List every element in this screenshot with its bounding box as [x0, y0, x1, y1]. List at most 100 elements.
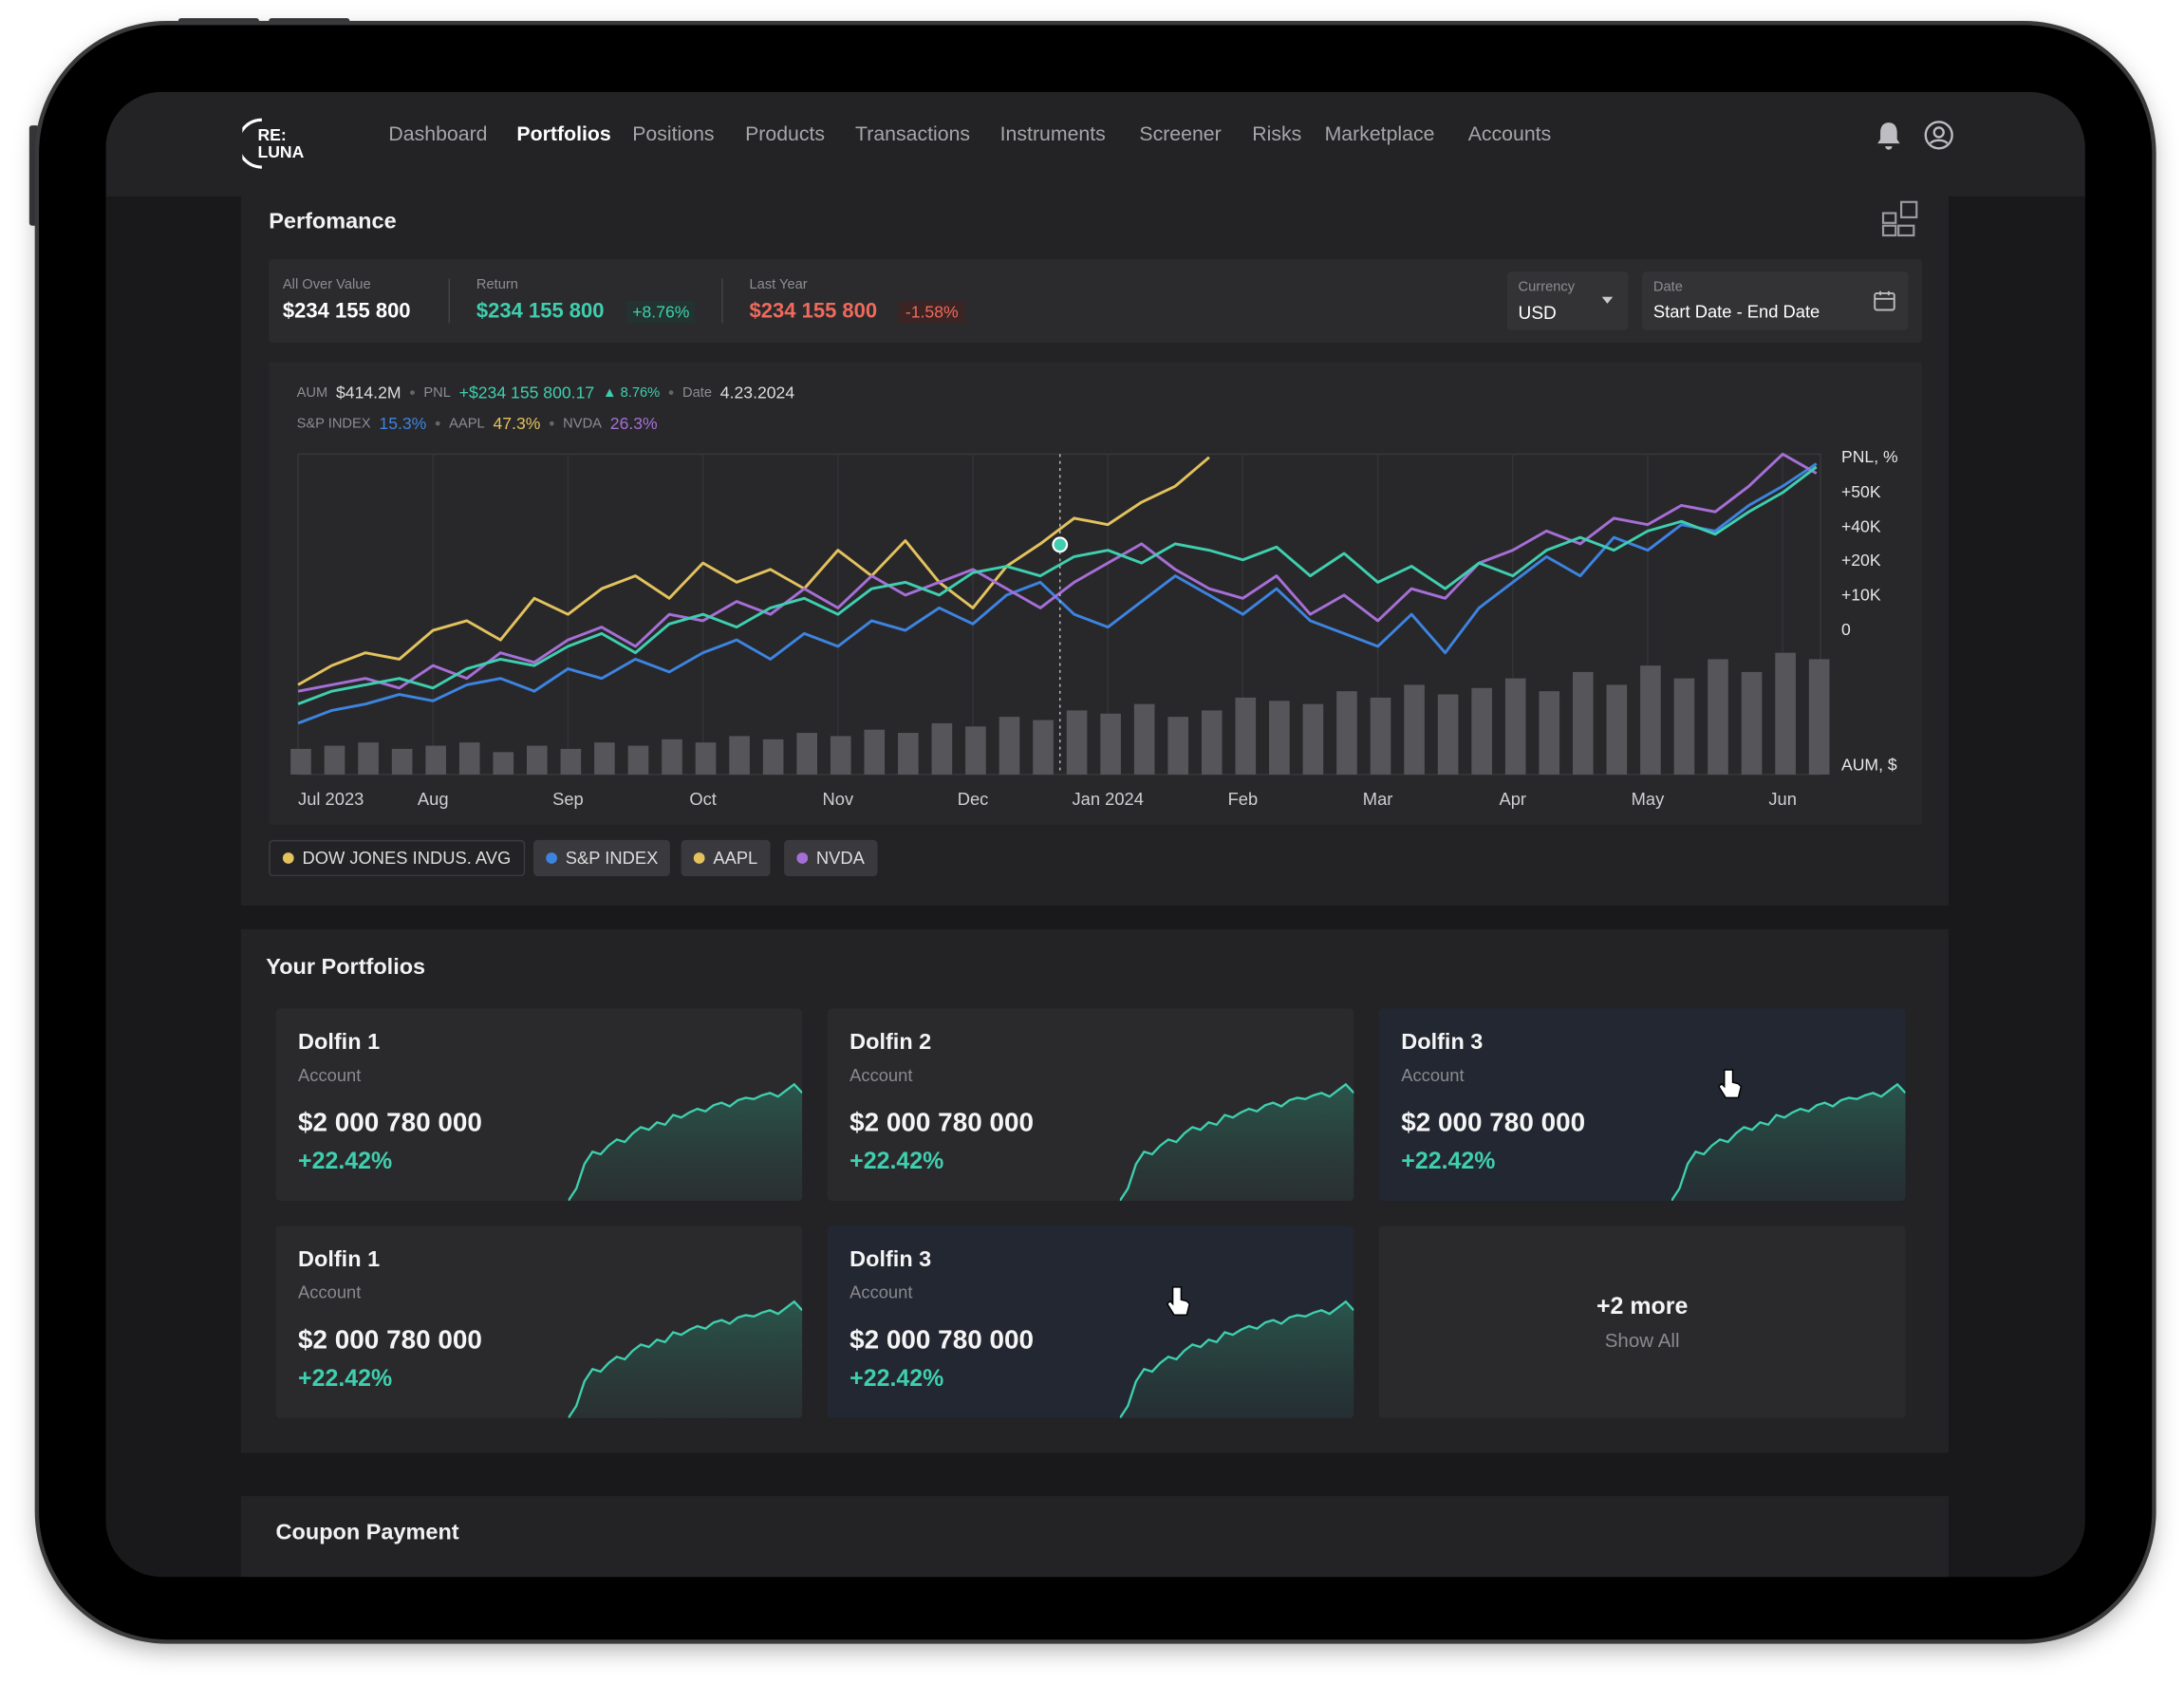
x-tick-label: Sep	[552, 789, 584, 809]
bell-icon[interactable]	[1875, 120, 1902, 150]
aum-bar	[1066, 710, 1088, 775]
stat-value: $234 155 800	[749, 299, 878, 324]
select-value: USD	[1518, 302, 1557, 324]
user-icon[interactable]	[1924, 120, 1954, 150]
date-picker[interactable]: Date Start Date - End Date	[1642, 271, 1909, 330]
logo: RE: LUNA	[242, 118, 305, 169]
x-tick-label: Jul 2023	[298, 789, 364, 809]
info-label: AUM	[296, 384, 328, 401]
info-value: $414.2M	[336, 383, 401, 403]
card-value: $2 000 780 000	[1401, 1109, 1586, 1138]
legend-label: NVDA	[815, 848, 865, 869]
aum-bar	[391, 748, 413, 775]
dot: •	[409, 383, 416, 403]
nav-item[interactable]: Positions	[632, 123, 715, 147]
aum-bar	[425, 745, 446, 775]
sparkline-area	[568, 1084, 803, 1201]
sparkline	[568, 1300, 803, 1418]
index-value: 47.3%	[493, 413, 541, 434]
axis-label: +40K	[1841, 517, 1881, 536]
currency-select[interactable]: Currency USD	[1506, 271, 1629, 330]
logo-arc	[242, 118, 262, 169]
portfolio-card[interactable]: Dolfin 2 Account $2 000 780 000 +22.42%	[827, 1008, 1354, 1201]
legend-chip[interactable]: NVDA	[784, 839, 878, 877]
sparkline-area	[1671, 1084, 1906, 1201]
aum-bar	[830, 736, 851, 775]
aum-bar	[560, 748, 582, 775]
layout-icon[interactable]	[1881, 200, 1918, 237]
card-name: Dolfin 2	[849, 1030, 932, 1055]
show-all[interactable]: Show All	[1604, 1328, 1680, 1352]
aum-bar	[1808, 659, 1830, 775]
legend-chip[interactable]: AAPL	[681, 839, 771, 877]
card-sub: Account	[849, 1282, 913, 1303]
axis-label: +10K	[1841, 585, 1881, 604]
stat-label: Return	[476, 277, 518, 293]
series-line	[297, 452, 1818, 693]
nav-item[interactable]: Instruments	[999, 123, 1106, 147]
nav-item[interactable]: Dashboard	[388, 123, 488, 147]
legend-dot	[282, 852, 294, 864]
nav-item[interactable]: Products	[745, 123, 826, 147]
nav-item[interactable]: Screener	[1139, 123, 1222, 147]
aum-bar	[290, 748, 311, 775]
aum-bar	[493, 752, 514, 775]
stat-label: Last Year	[749, 277, 808, 293]
x-tick-label: Oct	[689, 789, 717, 809]
portfolio-card[interactable]: Dolfin 1 Account $2 000 780 000 +22.42%	[275, 1008, 803, 1201]
more-count: +2 more	[1596, 1292, 1689, 1319]
portfolio-card[interactable]: Dolfin 3 Account $2 000 780 000 +22.42%	[827, 1226, 1354, 1418]
aum-bar	[931, 722, 953, 775]
more-card[interactable]: +2 more Show All	[1378, 1226, 1906, 1418]
sparkline	[1671, 1082, 1906, 1201]
legend-label: AAPL	[713, 848, 758, 869]
x-tick-label: Apr	[1500, 789, 1527, 809]
aum-bar	[762, 739, 784, 775]
axis-label: 0	[1841, 620, 1851, 639]
card-sub: Account	[298, 1282, 362, 1303]
info-change: ▲ 8.76%	[602, 384, 661, 401]
nav-item[interactable]: Portfolios	[516, 123, 611, 147]
portfolio-card[interactable]: Dolfin 1 Account $2 000 780 000 +22.42%	[275, 1226, 803, 1418]
legend-chip[interactable]: DOW JONES INDUS. AVG	[269, 839, 525, 877]
aum-bar	[1437, 694, 1459, 775]
info-change-value: 8.76%	[620, 384, 661, 401]
portfolio-card[interactable]: Dolfin 3 Account $2 000 780 000 +22.42%	[1378, 1008, 1906, 1201]
card-sub: Account	[1401, 1065, 1465, 1086]
nav-item[interactable]: Accounts	[1467, 123, 1552, 147]
index-info: S&P INDEX 15.3% • AAPL 47.3% • NVDA 26.3…	[297, 414, 658, 434]
aum-bar	[1673, 678, 1695, 775]
card-change: +22.42%	[849, 1365, 944, 1393]
aum-bar	[1201, 710, 1223, 775]
aum-bar	[898, 733, 919, 775]
index-name: S&P INDEX	[296, 416, 371, 432]
axis-label: +50K	[1841, 482, 1881, 501]
info-value: +$234 155 800.17	[458, 383, 595, 403]
aum-bar	[1741, 671, 1763, 775]
series-line	[297, 462, 1818, 725]
dot: •	[549, 413, 555, 434]
legend-chip[interactable]: S&P INDEX	[533, 839, 671, 877]
x-tick-label: Nov	[823, 789, 854, 809]
card-change: +22.42%	[849, 1148, 944, 1175]
section-title: Perfomance	[269, 210, 397, 234]
sparkline-line	[568, 1300, 803, 1418]
select-label: Date	[1652, 279, 1683, 296]
aum-bar	[324, 745, 345, 775]
card-change: +22.42%	[298, 1148, 393, 1175]
aum-bar	[1404, 684, 1425, 775]
card-name: Dolfin 1	[298, 1030, 381, 1055]
aum-bar	[662, 739, 682, 775]
aum-bar	[1235, 697, 1257, 775]
nav-item[interactable]: Transactions	[855, 123, 971, 147]
sparkline	[1119, 1082, 1354, 1201]
x-tick-label: Aug	[418, 789, 449, 809]
nav-item[interactable]: Risks	[1252, 123, 1302, 147]
index-value: 15.3%	[379, 413, 427, 434]
coupon-panel	[240, 1496, 1949, 1578]
index-name: NVDA	[563, 416, 602, 432]
crosshair-dot	[1052, 536, 1069, 553]
nav-item[interactable]: Marketplace	[1324, 123, 1435, 147]
